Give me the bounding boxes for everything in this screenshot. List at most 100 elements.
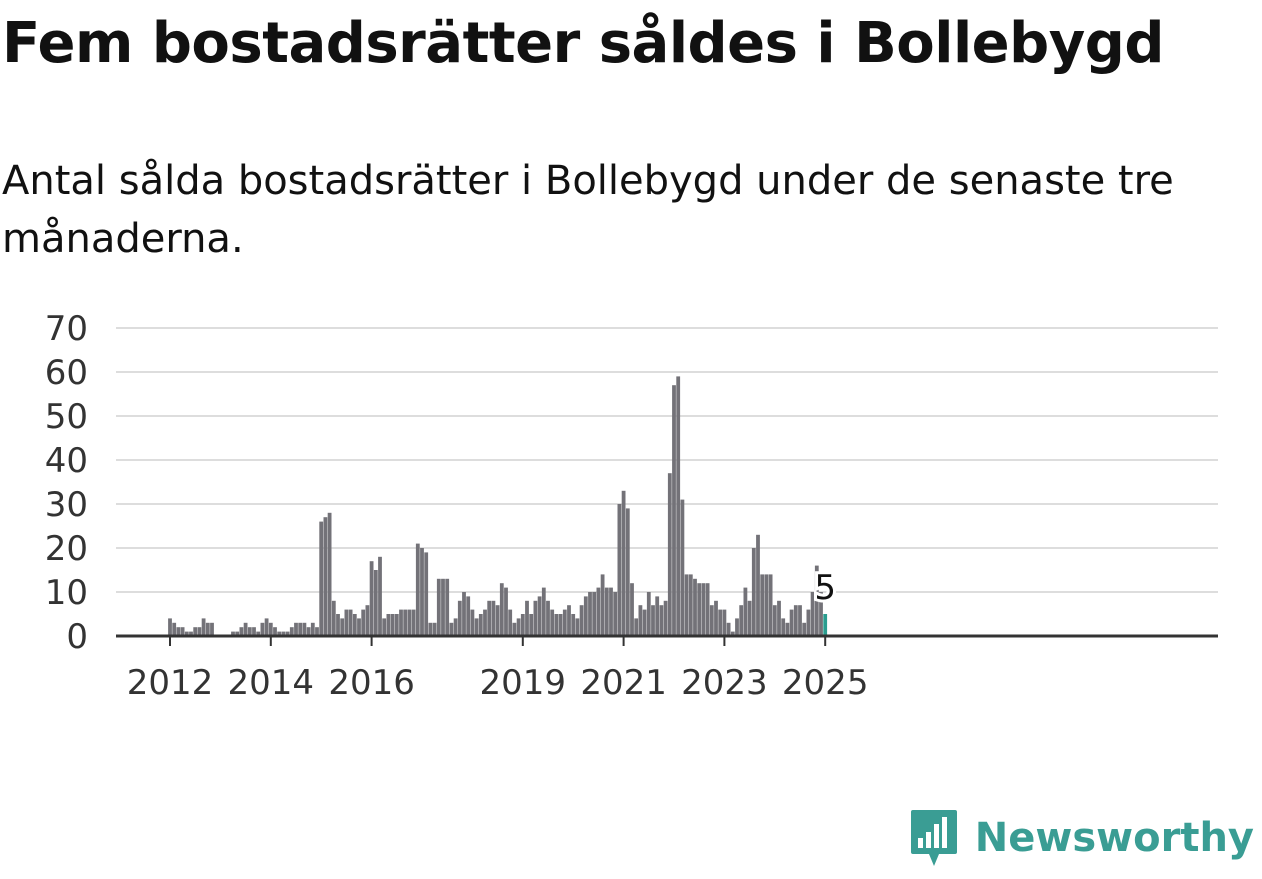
bar	[663, 600, 668, 636]
bar	[697, 583, 702, 636]
chart-subtitle: Antal sålda bostadsrätter i Bollebygd un…	[2, 158, 1174, 262]
bar	[756, 534, 760, 636]
bar	[730, 631, 735, 636]
bar	[516, 618, 521, 636]
bar	[768, 574, 773, 636]
bar	[499, 583, 504, 636]
bar	[760, 574, 765, 636]
bar	[201, 618, 206, 636]
bar	[688, 574, 693, 636]
bar	[504, 587, 508, 636]
bar	[554, 614, 559, 636]
bar	[310, 622, 315, 636]
bar	[583, 596, 588, 636]
bar	[457, 600, 462, 636]
x-tick-label: 2014	[228, 663, 315, 703]
bar	[390, 614, 395, 636]
y-tick-label: 50	[45, 397, 88, 437]
bar	[462, 592, 466, 636]
bar	[432, 622, 437, 636]
bar	[680, 499, 685, 636]
bar	[751, 548, 756, 636]
y-tick-label: 30	[45, 485, 88, 525]
bar	[407, 609, 412, 636]
bar	[701, 583, 706, 636]
bar	[298, 622, 303, 636]
bar	[646, 592, 651, 636]
bar	[604, 587, 609, 636]
bar	[810, 592, 815, 636]
bar	[436, 578, 441, 636]
bar	[793, 605, 798, 636]
bar	[340, 618, 345, 636]
bar	[529, 614, 534, 636]
bar	[735, 618, 739, 636]
bar	[781, 618, 786, 636]
bars	[168, 376, 828, 636]
bar	[562, 609, 567, 636]
bar	[806, 609, 811, 636]
bar	[323, 517, 328, 636]
bar	[180, 627, 185, 636]
bar	[289, 627, 294, 636]
bar	[336, 614, 340, 636]
y-tick-label: 40	[45, 441, 88, 481]
bar	[512, 622, 517, 636]
bar	[205, 622, 210, 636]
bar	[306, 627, 311, 636]
bar	[357, 618, 361, 636]
bar	[277, 631, 282, 636]
bar	[537, 596, 542, 636]
bar	[294, 622, 298, 636]
x-tick-label: 2019	[480, 663, 567, 703]
bar	[268, 622, 273, 636]
bar	[352, 614, 357, 636]
bar	[243, 622, 248, 636]
bar	[819, 592, 823, 636]
y-tick-label: 10	[45, 573, 88, 613]
bar	[428, 622, 433, 636]
y-tick-label: 60	[45, 353, 88, 393]
bar	[260, 622, 265, 636]
bar	[726, 622, 731, 636]
bar	[508, 609, 513, 636]
bar	[634, 618, 639, 636]
bar	[672, 385, 676, 636]
bar	[777, 600, 781, 636]
bar	[184, 631, 189, 636]
bar	[239, 627, 244, 636]
bar	[231, 631, 235, 636]
bar	[285, 631, 290, 636]
bar	[466, 596, 471, 636]
gridlines	[116, 327, 1218, 593]
bar	[193, 627, 198, 636]
bar	[613, 592, 618, 636]
bar	[651, 605, 655, 636]
bar	[273, 627, 277, 636]
brand-name: Newsworthy	[974, 815, 1254, 861]
bar	[772, 605, 777, 636]
bar	[533, 600, 538, 636]
bar	[386, 614, 391, 636]
bar	[172, 622, 177, 636]
bar	[525, 600, 529, 636]
bar	[684, 574, 689, 636]
y-tick-label: 70	[45, 309, 88, 349]
bar	[176, 627, 181, 636]
bar	[478, 614, 483, 636]
bar	[264, 618, 269, 636]
bar	[348, 609, 353, 636]
x-tick-label: 2012	[127, 663, 214, 703]
bar	[487, 600, 492, 636]
data-labels: 5	[811, 565, 839, 611]
bar	[197, 627, 202, 636]
bar	[483, 609, 487, 636]
bar	[785, 622, 790, 636]
bar	[424, 552, 429, 636]
bar	[445, 578, 450, 636]
bar	[361, 609, 366, 636]
chart-title: Fem bostadsrätter såldes i Bollebygd	[2, 11, 1164, 76]
bar	[714, 600, 718, 636]
bar	[470, 609, 475, 636]
